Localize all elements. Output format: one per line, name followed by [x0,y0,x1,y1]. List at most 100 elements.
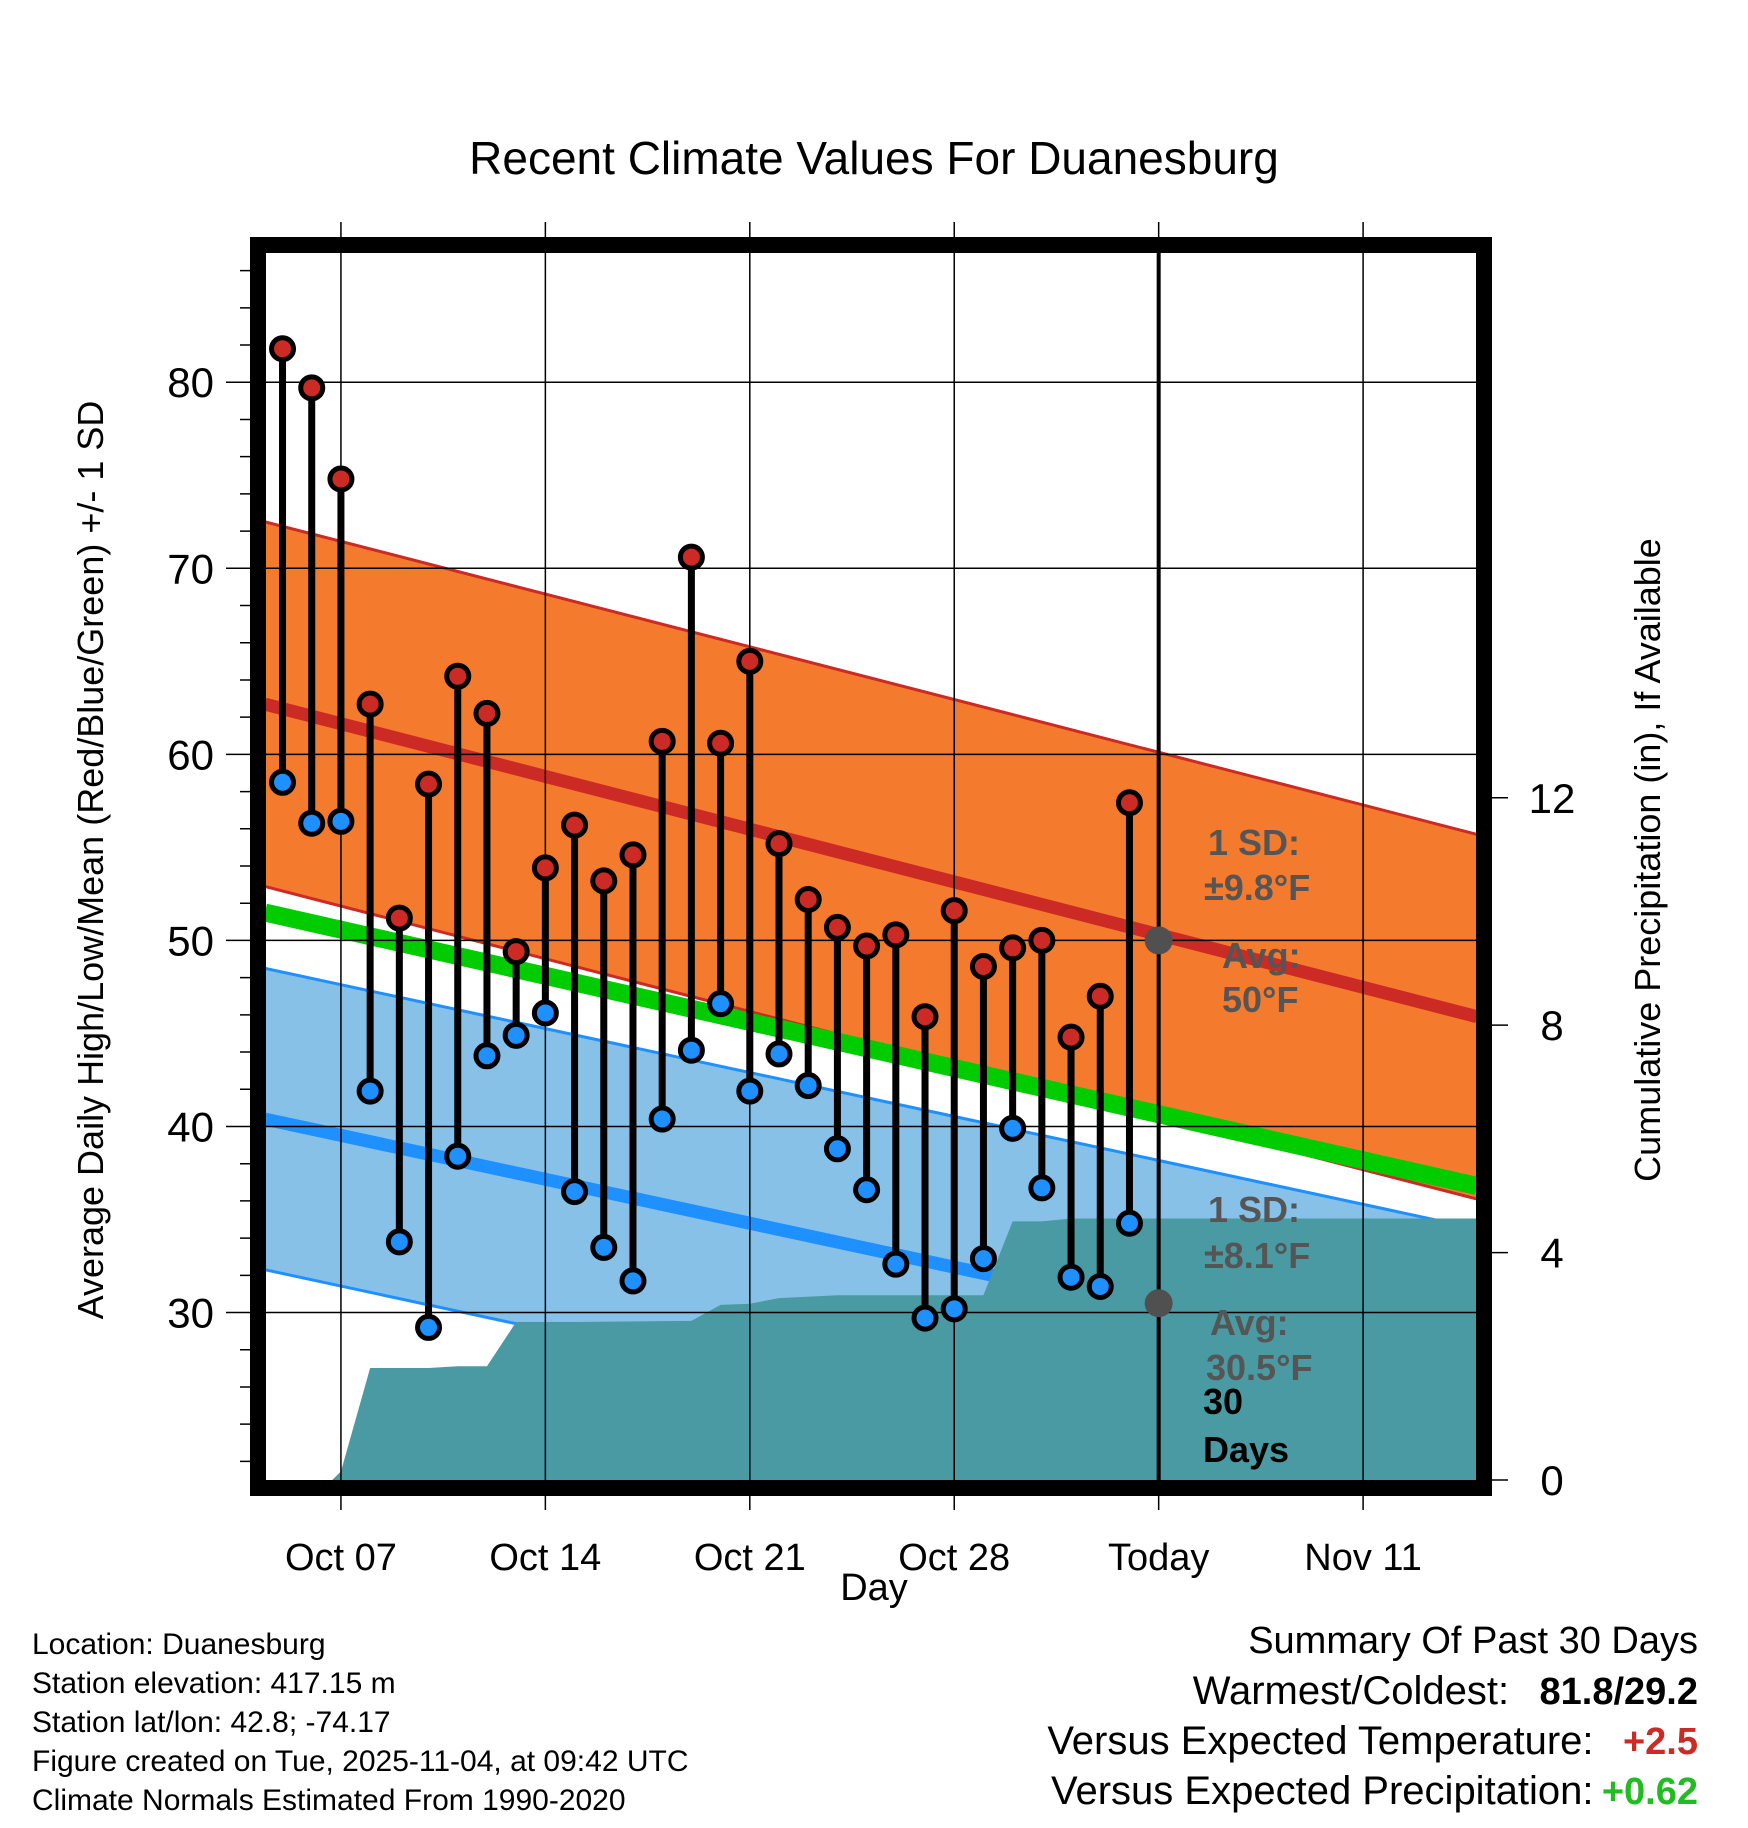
daily-low-point [327,807,355,835]
precip-label: Versus Expected Precipitation: [1051,1769,1594,1813]
daily-low-point [590,1233,618,1261]
daily-low-point [648,1105,676,1133]
daily-high-point [911,1003,939,1031]
daily-high-point [648,727,676,755]
low-sd-band-upper-edge [265,966,1477,1231]
daily-high-point [823,913,851,941]
created-text: Figure created on Tue, 2025-11-04, at 09… [32,1745,689,1778]
normal-mean-line [265,903,1477,1195]
daily-low-point [969,1245,997,1273]
daily-low-point [823,1135,851,1163]
daily-high-point [415,770,443,798]
latlon-text: Station lat/lon: 42.8; -74.17 [32,1706,391,1739]
daily-high-point [999,934,1027,962]
daily-low-point [444,1142,472,1170]
daily-high-point [327,465,355,493]
precip-area [332,1218,1477,1480]
precip-row: Versus Expected Precipitation: +0.62 [1047,1766,1698,1816]
y-tick-label: 30 [167,1290,214,1337]
y-tick-label: 80 [167,359,214,406]
station-info: Location: Duanesburg Station elevation: … [32,1625,689,1820]
daily-low-point [1086,1272,1114,1300]
daily-high-point [765,830,793,858]
low-sd-value: ±8.1°F [1204,1235,1310,1276]
daily-high-point [794,885,822,913]
daily-high-point [1028,926,1056,954]
daily-low-point [911,1304,939,1332]
daily-high-point [298,374,326,402]
x-tick-label: Oct 28 [898,1537,1010,1579]
daily-high-point [853,932,881,960]
y-tick-label: 60 [167,731,214,778]
y-tick-label: 50 [167,917,214,964]
daily-low-point [502,1021,530,1049]
x-tick-label: Nov 11 [1304,1537,1422,1579]
normal-high-line [265,697,1477,1024]
x-axis-label: Day [840,1567,908,1609]
daily-low-point [531,999,559,1027]
y-tick-label: 40 [167,1103,214,1150]
y-right-tick-label: 8 [1540,1002,1563,1049]
daily-low-point [765,1040,793,1068]
daily-low-point [736,1077,764,1105]
daily-high-point [969,952,997,980]
daily-low-point [1028,1174,1056,1202]
y-right-tick-label: 12 [1529,775,1576,822]
daily-low-point [415,1313,443,1341]
chart-title: Recent Climate Values For Duanesburg [469,132,1279,184]
low-sd-label: 1 SD: [1208,1189,1300,1230]
daily-high-point [619,841,647,869]
period-unit: Days [1203,1429,1289,1470]
daily-low-point [561,1178,589,1206]
daily-high-point [1057,1023,1085,1051]
daily-low-point [1057,1263,1085,1291]
daily-low-point [707,990,735,1018]
daily-low-point [1115,1209,1143,1237]
daily-low-point [677,1036,705,1064]
daily-high-point [385,904,413,932]
high-sd-label: 1 SD: [1208,822,1300,863]
daily-low-point [940,1295,968,1323]
daily-low-point [882,1250,910,1278]
summary-title: Summary Of Past 30 Days [1248,1620,1698,1662]
daily-low-point [269,768,297,796]
temp-label: Versus Expected Temperature: [1047,1719,1594,1763]
location-text: Location: Duanesburg [32,1628,326,1661]
daily-high-point [940,897,968,925]
y-axis-left-label: Average Daily High/Low/Mean (Red/Blue/Gr… [70,401,111,1320]
daily-low-point [853,1176,881,1204]
elevation-text: Station elevation: 417.15 m [32,1667,396,1700]
daily-low-point [298,809,326,837]
warm-cold-value: 81.8/29.2 [1539,1671,1698,1713]
low-avg-value: 30.5°F [1206,1347,1312,1388]
high-sd-band-upper-edge [265,520,1477,836]
summary-panel: Summary Of Past 30 Days Warmest/Coldest:… [1047,1616,1698,1816]
daily-high-point [473,699,501,727]
warm-cold-label: Warmest/Coldest: [1192,1669,1510,1713]
today-avg-high-marker [1144,926,1173,955]
x-tick-label: Oct 07 [285,1537,397,1579]
precip-value: +0.62 [1601,1771,1698,1813]
high-avg-label: Avg: [1222,935,1301,976]
daily-low-point [385,1228,413,1256]
x-tick-label: Oct 21 [694,1537,806,1579]
y-right-tick-label: 0 [1540,1457,1563,1504]
daily-high-point [1115,789,1143,817]
warm-cold-row: Warmest/Coldest: 81.8/29.2 [1047,1666,1698,1716]
daily-high-point [502,938,530,966]
daily-low-point [473,1042,501,1070]
daily-low-point [619,1267,647,1295]
daily-low-point [999,1114,1027,1142]
plot-frame [250,237,1492,1496]
temp-row: Versus Expected Temperature: +2.5 [1047,1716,1698,1766]
daily-high-point [444,662,472,690]
x-tick-label: Today [1108,1537,1209,1579]
temp-value: +2.5 [1622,1721,1698,1763]
y-axis-right-label: Cumulative Precipitation (in), If Availa… [1627,538,1668,1182]
low-avg-label: Avg: [1210,1302,1289,1343]
x-tick-label: Oct 14 [489,1537,601,1579]
high-avg-value: 50°F [1222,979,1298,1020]
daily-high-point [356,690,384,718]
today-avg-low-marker [1144,1289,1173,1318]
normals-text: Climate Normals Estimated From 1990-2020 [32,1784,626,1817]
